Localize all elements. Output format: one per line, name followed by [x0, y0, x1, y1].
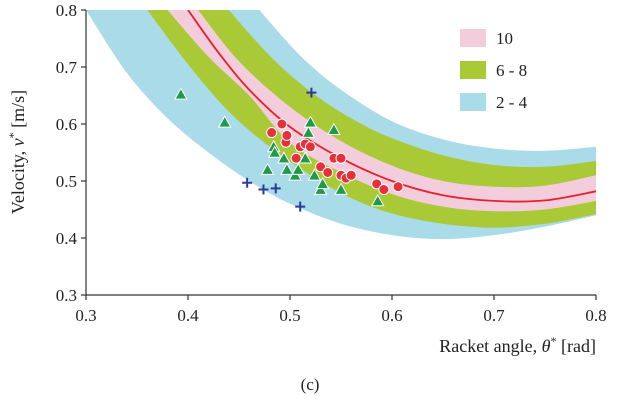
- circle-point-1: [276, 118, 288, 130]
- y-tick-label-3: 0.6: [56, 115, 77, 134]
- x-tick-label-3: 0.6: [381, 306, 402, 325]
- triangle-point-6: [280, 162, 294, 175]
- circle-point-16: [378, 184, 390, 196]
- plus-point-0: [242, 177, 253, 188]
- triangle-point-11: [303, 115, 318, 128]
- y-tick-label-2: 0.5: [56, 172, 77, 191]
- circle-point-14: [345, 169, 357, 181]
- triangle-point-2: [260, 162, 275, 175]
- confidence-bands: [86, 10, 596, 240]
- x-axis-label-text: Racket angle,: [439, 336, 541, 356]
- legend-label-1: 6 - 8: [496, 61, 527, 80]
- triangle-point-9: [298, 151, 313, 164]
- triangle-point-8: [291, 162, 306, 175]
- y-axis-label-text: Velocity,: [8, 146, 28, 214]
- triangle-point-12: [307, 168, 322, 181]
- triangle-point-15: [327, 122, 341, 135]
- x-axis-label-sup: *: [551, 334, 557, 348]
- legend-swatch-0: [460, 29, 486, 47]
- circle-point-15: [371, 178, 383, 190]
- legend-swatch-2: [460, 93, 486, 111]
- circle-point-3: [281, 129, 293, 141]
- y-axis-label-unit: [m/s]: [8, 90, 28, 133]
- x-axis-label-unit: [rad]: [557, 336, 596, 356]
- y-axis-label-sup: *: [6, 132, 20, 138]
- plus-point-4: [306, 87, 317, 98]
- triangle-point-5: [277, 151, 291, 164]
- triangle-point-16: [334, 182, 348, 195]
- circle-point-0: [266, 127, 278, 139]
- plus-point-1: [258, 184, 269, 195]
- band-6-8: [147, 10, 596, 228]
- center-curve: [187, 10, 596, 203]
- legend-label-0: 10: [496, 29, 513, 48]
- circle-point-9: [322, 166, 334, 178]
- circle-point-4: [290, 152, 302, 164]
- circle-point-12: [335, 152, 347, 164]
- y-axis-label: Velocity, v* [m/s]: [6, 90, 28, 214]
- x-tick-label-4: 0.7: [483, 306, 505, 325]
- data-points: [174, 87, 404, 212]
- legend-label-2: 2 - 4: [496, 93, 528, 112]
- y-tick-label-4: 0.7: [56, 58, 78, 77]
- legend-swatch-1: [460, 61, 486, 79]
- y-tick-label-0: 0.3: [56, 286, 77, 305]
- x-tick-label-2: 0.5: [279, 306, 300, 325]
- triangle-point-10: [301, 125, 316, 138]
- x-tick-label-1: 0.4: [177, 306, 199, 325]
- triangle-point-17: [370, 193, 385, 207]
- x-axis-label-symbol: θ: [542, 336, 551, 356]
- x-axis-label: Racket angle, θ* [rad]: [439, 334, 596, 356]
- figure-caption: (c): [301, 375, 320, 394]
- triangle-point-0: [174, 87, 188, 100]
- x-tick-label-5: 0.8: [585, 306, 606, 325]
- triangle-point-14: [315, 176, 330, 190]
- circle-point-8: [315, 161, 327, 173]
- y-tick-label-1: 0.4: [56, 229, 78, 248]
- axes: [81, 9, 597, 300]
- plus-point-3: [295, 201, 306, 212]
- x-tick-label-0: 0.3: [75, 306, 96, 325]
- circle-point-17: [392, 181, 404, 193]
- circle-point-7: [304, 141, 316, 153]
- band-10: [167, 10, 596, 212]
- legend: 10 6 - 8 2 - 4: [460, 29, 528, 112]
- triangle-point-4: [267, 145, 282, 158]
- plus-point-2: [270, 183, 281, 194]
- center-curve-group: [187, 10, 596, 203]
- y-axis-label-symbol: v: [8, 138, 28, 146]
- tick-labels: 0.3 0.4 0.5 0.6 0.7 0.8 0.3 0.4 0.5 0.6 0.7 0.8: [56, 1, 607, 325]
- y-tick-label-5: 0.8: [56, 1, 77, 20]
- triangle-point-1: [217, 115, 232, 128]
